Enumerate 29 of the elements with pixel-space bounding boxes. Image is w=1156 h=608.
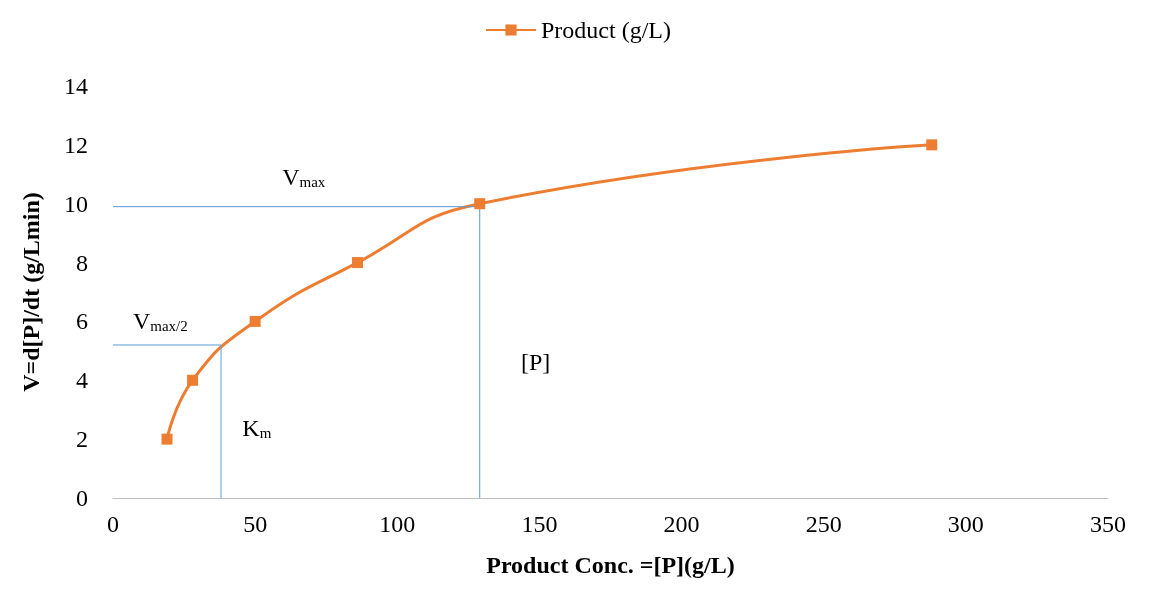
y-tick-label: 14 bbox=[64, 73, 88, 99]
y-tick-label: 2 bbox=[76, 426, 88, 453]
x-tick-label: 300 bbox=[947, 511, 984, 537]
x-tick-label: 250 bbox=[805, 511, 842, 537]
y-tick-label: 10 bbox=[64, 190, 88, 217]
x-tick-label: 350 bbox=[1090, 511, 1126, 537]
point bbox=[926, 139, 938, 151]
x-tick-label: 200 bbox=[663, 511, 700, 537]
annotation: Km bbox=[242, 414, 272, 441]
legend-label: Product (g/L) bbox=[541, 17, 671, 43]
y-tick-label: 8 bbox=[76, 249, 88, 276]
point bbox=[351, 257, 363, 269]
x-tick-label: 150 bbox=[521, 511, 558, 537]
annotation: [P] bbox=[520, 349, 551, 376]
point bbox=[161, 433, 173, 445]
point bbox=[474, 198, 486, 210]
point bbox=[187, 374, 199, 386]
y-tick-label: 4 bbox=[76, 367, 88, 394]
x-tick-label: 0 bbox=[107, 511, 119, 537]
x-tick-label: 50 bbox=[243, 511, 268, 537]
point bbox=[249, 315, 261, 327]
y-tick-label: 6 bbox=[76, 308, 88, 335]
x-tick-label: 100 bbox=[379, 511, 416, 537]
annotation: Vmax/2 bbox=[132, 307, 188, 334]
y-tick-label: 0 bbox=[76, 485, 88, 511]
annotation: Vmax bbox=[282, 163, 326, 190]
x-axis-title: Product Conc. =[P](g/L) bbox=[486, 552, 735, 578]
y-axis-title: V=d[P]/dt (g/Lmin) bbox=[18, 192, 44, 392]
y-tick-label: 12 bbox=[64, 131, 88, 158]
